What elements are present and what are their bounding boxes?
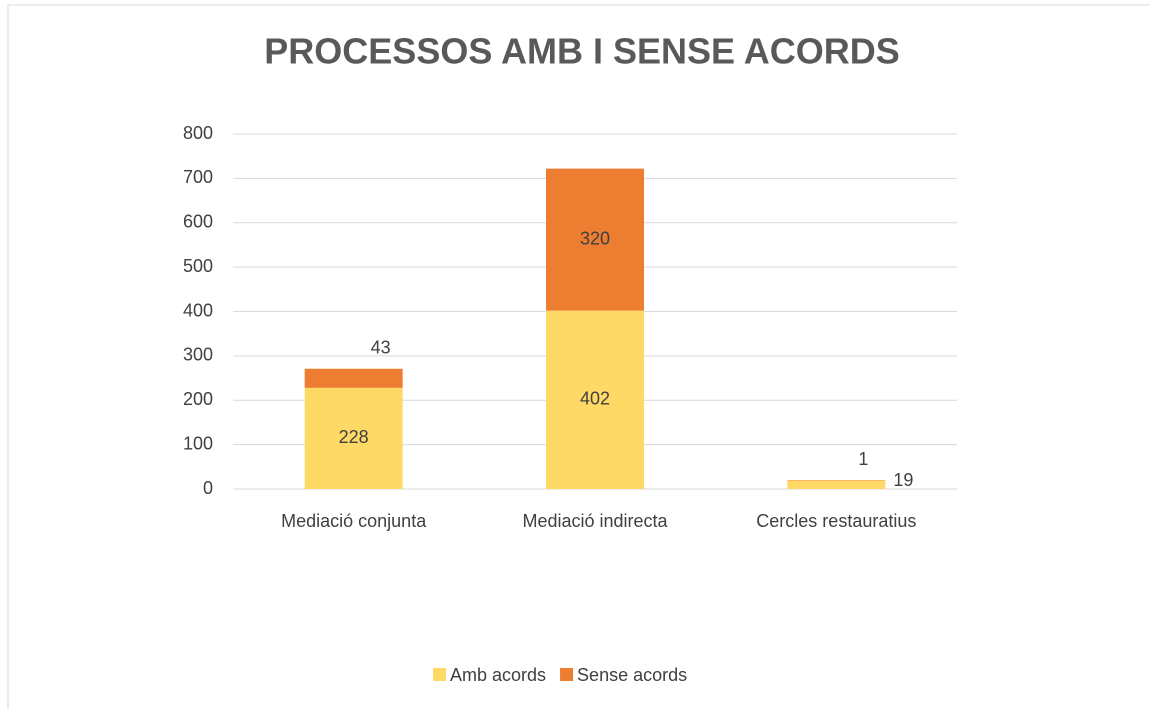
- data-label: 1: [858, 449, 868, 469]
- x-tick-label: Cercles restauratius: [756, 511, 916, 531]
- y-tick-label: 500: [183, 256, 213, 276]
- bar-segment: [787, 481, 885, 489]
- data-label: 43: [371, 337, 391, 357]
- legend-label: Amb acords: [450, 665, 546, 685]
- y-tick-label: 200: [183, 389, 213, 409]
- y-tick-label: 400: [183, 300, 213, 320]
- data-label: 228: [339, 427, 369, 447]
- y-tick-label: 700: [183, 167, 213, 187]
- bar-segment: [305, 369, 403, 388]
- x-tick-label: Mediació conjunta: [281, 511, 427, 531]
- y-tick-label: 600: [183, 212, 213, 232]
- chart-title: PROCESSOS AMB I SENSE ACORDS: [264, 31, 899, 72]
- legend-label: Sense acords: [577, 665, 687, 685]
- y-tick-label: 300: [183, 345, 213, 365]
- y-tick-label: 0: [203, 478, 213, 498]
- y-tick-label: 100: [183, 433, 213, 453]
- legend-swatch: [560, 668, 573, 681]
- data-label: 402: [580, 389, 610, 409]
- x-tick-label: Mediació indirecta: [522, 511, 668, 531]
- data-label: 320: [580, 228, 610, 248]
- data-label: 19: [893, 470, 913, 490]
- y-tick-label: 800: [183, 123, 213, 143]
- legend-swatch: [433, 668, 446, 681]
